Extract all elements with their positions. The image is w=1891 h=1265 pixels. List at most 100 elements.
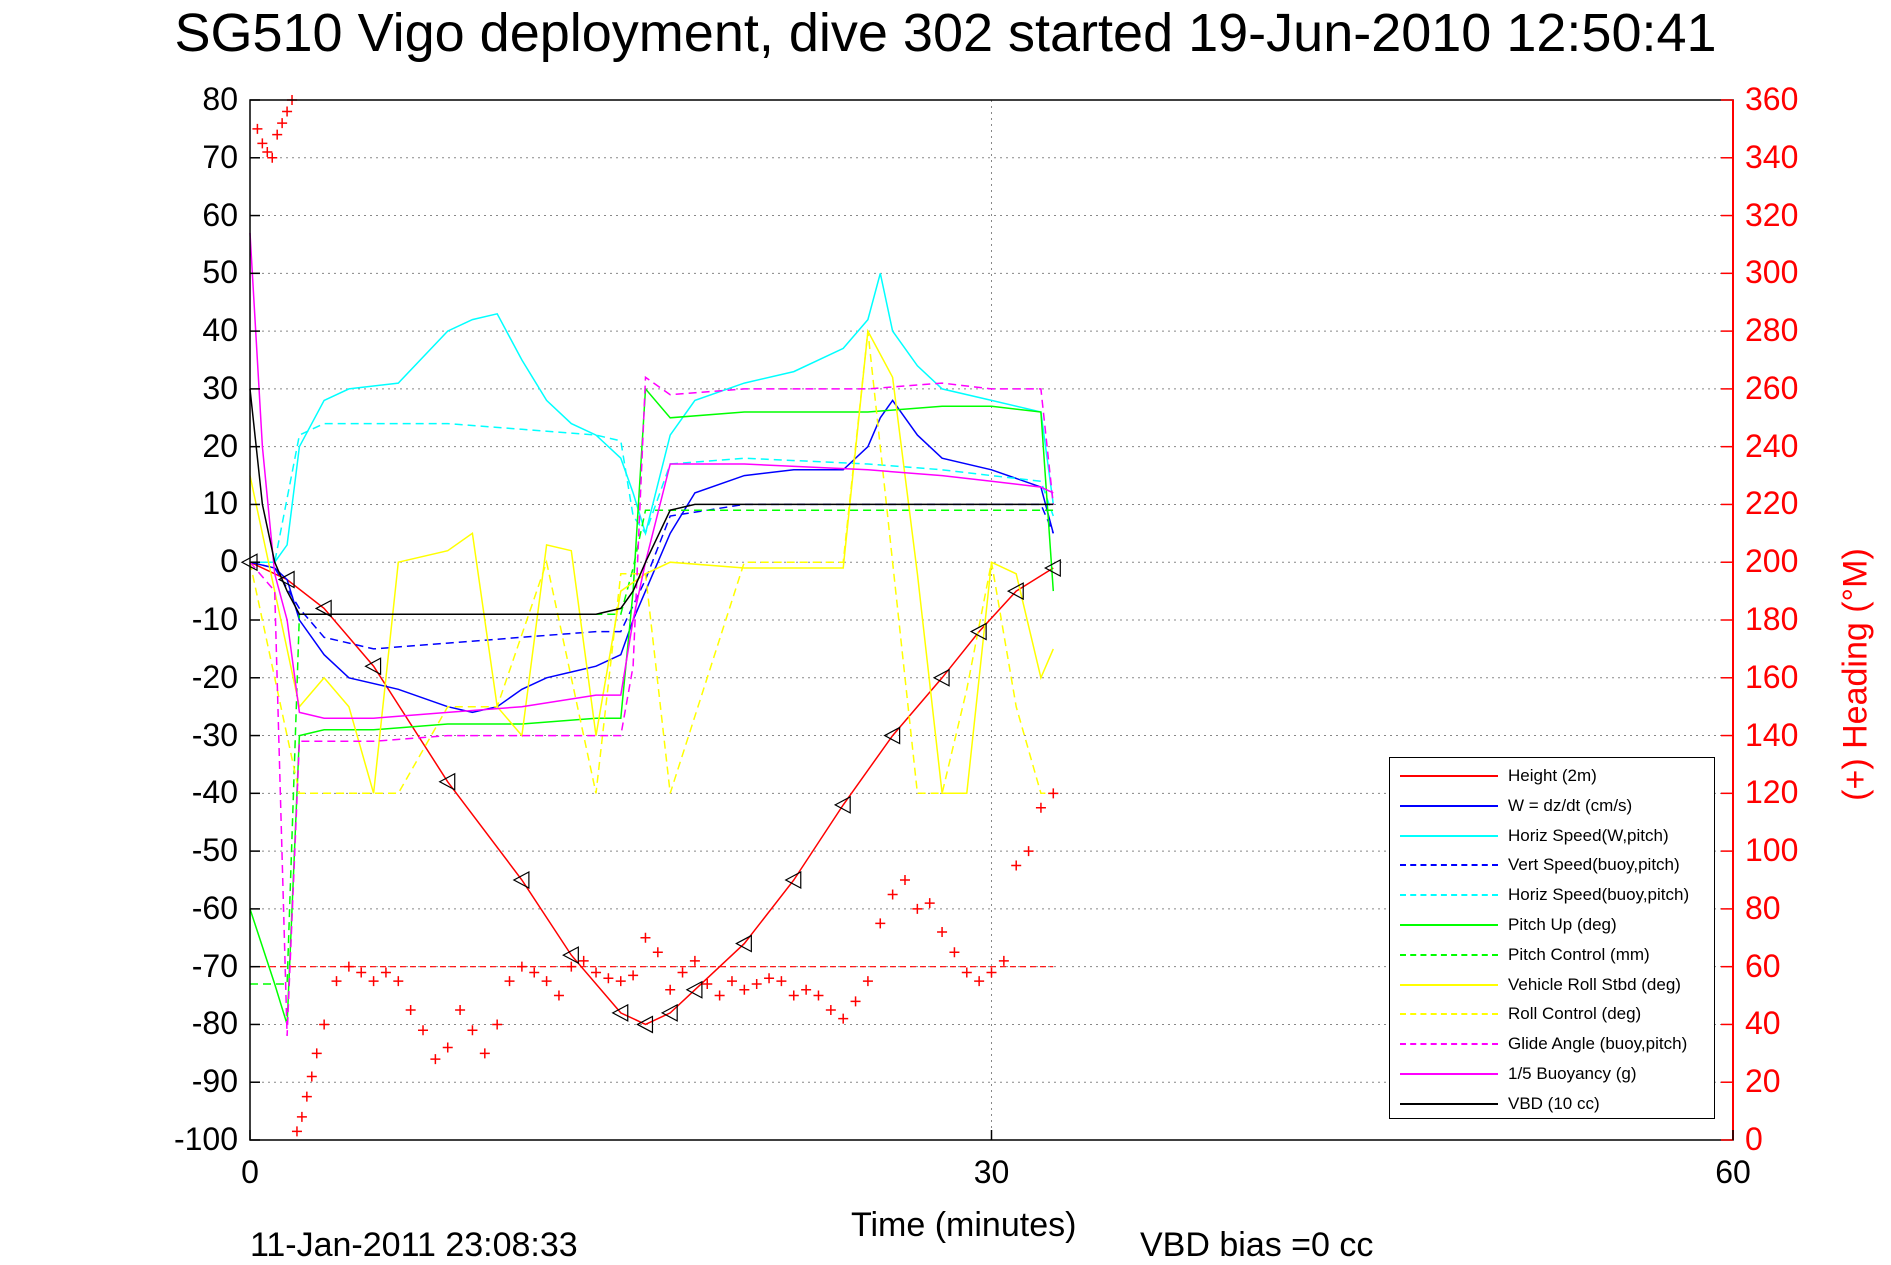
right-tick-label: 140	[1745, 716, 1799, 753]
right-tick-label: 320	[1745, 196, 1799, 233]
height-marker	[512, 871, 530, 889]
vbd-bias-footer: VBD bias =0 cc	[1140, 1226, 1374, 1264]
left-tick-label: 50	[202, 254, 238, 291]
left-tick-label: -90	[191, 1063, 238, 1100]
left-tick-label: 10	[202, 485, 238, 522]
heading-point	[368, 976, 379, 987]
legend-swatch	[1400, 1043, 1498, 1046]
right-tick-label: 260	[1745, 369, 1799, 406]
series-line-10	[249, 232, 1054, 719]
left-tick-label: 30	[202, 369, 238, 406]
heading-point	[801, 984, 812, 995]
chart-title: SG510 Vigo deployment, dive 302 started …	[174, 3, 1717, 63]
right-tick-label: 20	[1745, 1063, 1781, 1100]
left-tick-label: 20	[202, 427, 238, 464]
legend-entry: Horiz Speed(W,pitch)	[1390, 821, 1714, 851]
heading-point	[442, 1042, 453, 1053]
x-tick-label: 60	[1715, 1154, 1751, 1190]
legend-swatch	[1400, 804, 1498, 807]
right-axis-ticks	[1721, 99, 1734, 1141]
x-tick-label: 30	[973, 1154, 1010, 1190]
left-tick-label: 60	[202, 196, 238, 233]
right-tick-label: 200	[1745, 543, 1799, 580]
heading-point	[912, 903, 923, 914]
heading-point	[949, 947, 960, 958]
series-layer	[249, 232, 1055, 1037]
right-tick-label: 160	[1745, 658, 1799, 695]
legend-label: W = dz/dt (cm/s)	[1508, 795, 1633, 815]
heading-point	[291, 1126, 302, 1137]
heading-point	[628, 970, 639, 981]
left-tick-label: -80	[191, 1005, 238, 1042]
left-tick-label: -30	[191, 716, 238, 753]
height-marker	[364, 657, 382, 676]
heading-point	[267, 152, 278, 163]
legend-entry: Pitch Control (mm)	[1390, 940, 1714, 970]
heading-point	[677, 967, 688, 978]
left-tick-label: -50	[191, 832, 238, 869]
heading-point	[343, 961, 354, 972]
legend-label: Glide Angle (buoy,pitch)	[1508, 1034, 1688, 1054]
series-line-4	[250, 422, 1055, 563]
heading-point	[553, 990, 564, 1001]
heading-point	[776, 976, 787, 987]
right-tick-label: 340	[1745, 138, 1799, 175]
legend-entry: Horiz Speed(buoy,pitch)	[1390, 880, 1714, 910]
heading-point	[319, 1019, 330, 1030]
height-marker	[833, 795, 851, 814]
heading-point	[504, 976, 515, 987]
left-tick-label: -10	[191, 601, 238, 637]
x-axis-label: Time (minutes)	[851, 1206, 1077, 1244]
heading-point	[541, 976, 552, 987]
heading-point	[277, 118, 288, 129]
heading-point	[331, 976, 342, 987]
heading-point	[516, 961, 527, 972]
heading-point	[714, 990, 725, 1001]
heading-point	[875, 918, 886, 929]
heading-point	[306, 1071, 317, 1082]
legend-label: Horiz Speed(W,pitch)	[1508, 825, 1669, 845]
marker-layer	[240, 95, 1061, 1137]
series-line-9	[249, 375, 1055, 1037]
heading-point	[418, 1025, 429, 1036]
right-tick-label: 240	[1745, 427, 1799, 464]
heading-point	[529, 967, 540, 978]
legend-swatch	[1400, 924, 1498, 926]
heading-point	[924, 898, 935, 909]
legend-label: Vert Speed(buoy,pitch)	[1508, 855, 1680, 875]
left-tick-label: 0	[220, 543, 238, 580]
right-tick-label: 0	[1745, 1121, 1763, 1157]
legend-label: Pitch Control (mm)	[1508, 944, 1650, 964]
heading-point	[1048, 788, 1059, 799]
heading-point	[1011, 860, 1022, 871]
series-line-8	[249, 331, 1054, 795]
heading-point	[603, 973, 614, 984]
right-tick-label: 100	[1745, 832, 1799, 869]
legend-entry: Height (2m)	[1390, 761, 1714, 791]
height-marker	[685, 980, 703, 999]
right-tick-label: 40	[1745, 1005, 1781, 1042]
legend-label: Pitch Up (deg)	[1508, 915, 1617, 934]
left-tick-label: -60	[191, 889, 238, 926]
heading-point	[961, 967, 972, 978]
heading-point	[689, 955, 700, 966]
heading-point	[301, 1091, 312, 1102]
heading-point	[887, 889, 898, 900]
right-axis-label: (+) Heading (°M)	[1836, 548, 1875, 801]
heading-point	[788, 990, 799, 1001]
heading-point	[591, 967, 602, 978]
right-tick-label: 180	[1745, 601, 1799, 637]
heading-point	[726, 976, 737, 987]
right-tick-label: 280	[1745, 312, 1799, 349]
heading-point	[356, 967, 367, 978]
heading-point	[751, 979, 762, 989]
legend-swatch	[1400, 834, 1498, 837]
left-axis-ticks	[250, 99, 260, 1141]
series-line-11	[249, 388, 1054, 615]
legend-label: 1/5 Buoyancy (g)	[1508, 1064, 1637, 1083]
left-tick-label: 80	[202, 81, 238, 117]
heading-point	[665, 984, 676, 995]
heading-point	[455, 1005, 466, 1015]
height-marker	[611, 1003, 629, 1022]
